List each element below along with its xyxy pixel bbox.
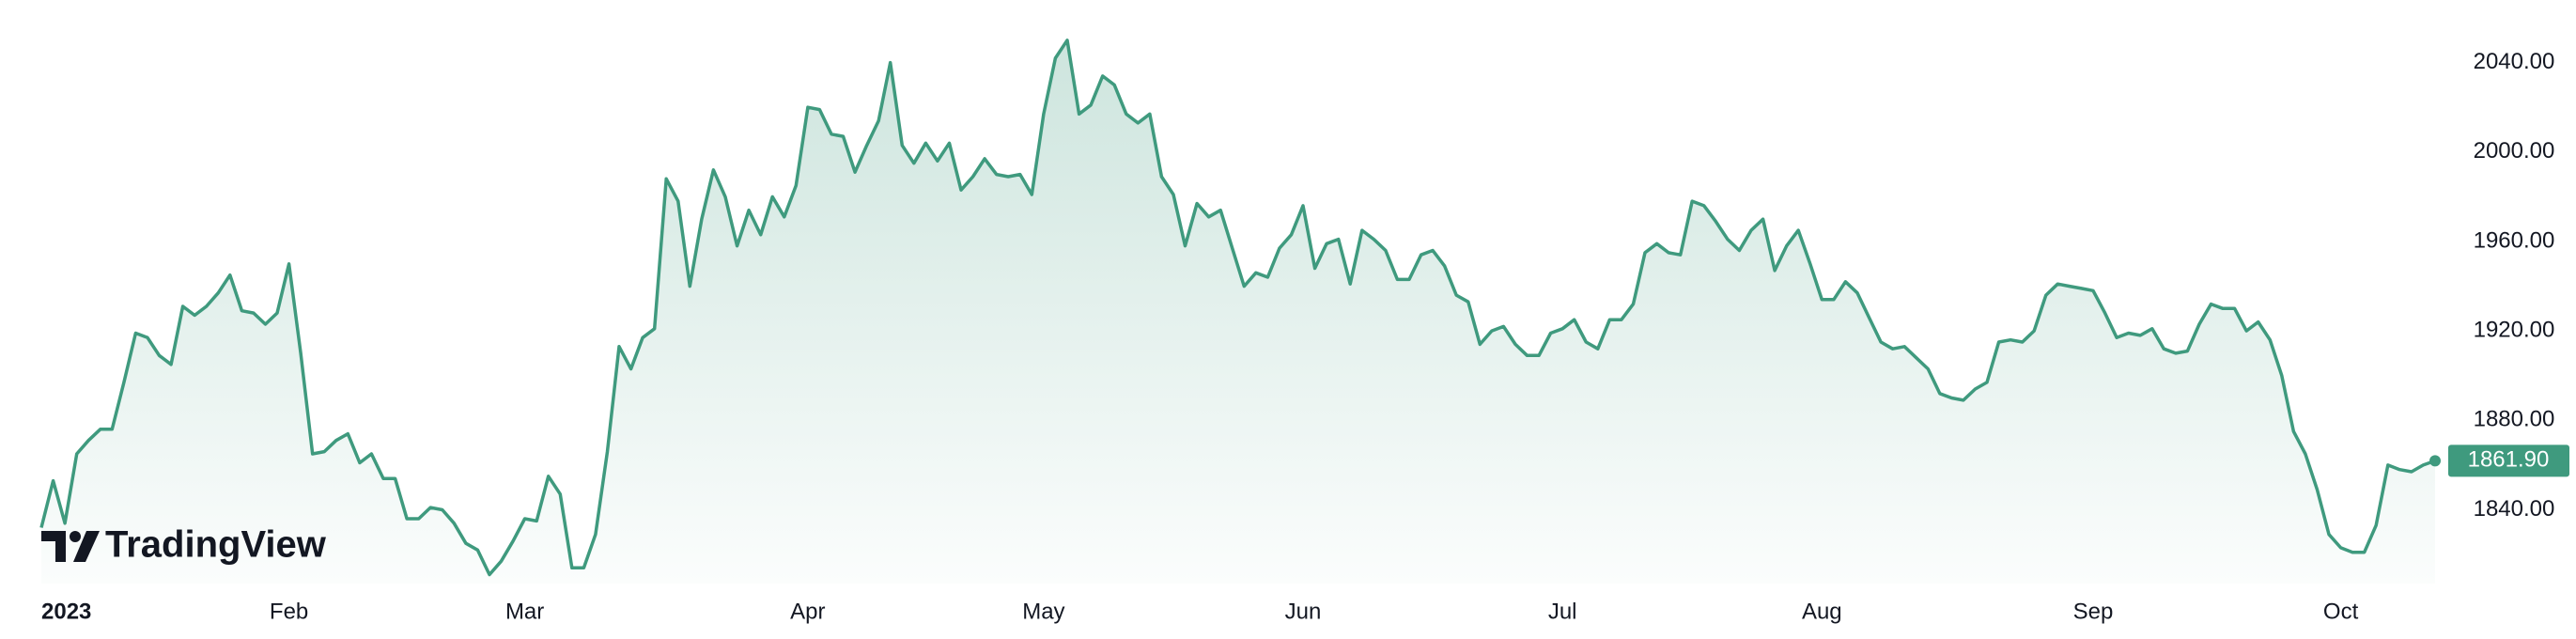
y-tick-label: 1840.00 [2474,496,2555,522]
y-tick-label: 1880.00 [2474,407,2555,432]
last-price-box [2448,444,2569,477]
x-tick-label: Aug [1802,599,1842,624]
logo-text: TradingView [105,524,327,566]
y-tick-label: 2040.00 [2474,49,2555,74]
logo-icon [70,531,81,542]
logo: TradingView [41,524,327,566]
area-fill [41,39,2435,584]
x-tick-label: 2023 [41,599,91,624]
logo-icon [41,531,66,562]
logo-icon [73,531,100,562]
price-line [39,39,2436,577]
x-tick-label: Oct [2323,599,2359,624]
plot-area [39,39,2441,584]
y-tick-label: 1920.00 [2474,317,2555,342]
x-tick-label: May [1022,599,1064,624]
x-tick-label: Jun [1285,599,1322,624]
x-tick-label: Sep [2073,599,2114,624]
x-tick-label: Feb [270,599,308,624]
x-tick-label: Mar [505,599,544,624]
last-price-label: 1861.90 [2468,447,2550,473]
last-point [2429,455,2441,467]
x-tick-label: Apr [790,599,825,624]
y-tick-label: 1960.00 [2474,227,2555,253]
x-tick-label: Jul [1548,599,1577,624]
y-tick-label: 2000.00 [2474,138,2555,164]
